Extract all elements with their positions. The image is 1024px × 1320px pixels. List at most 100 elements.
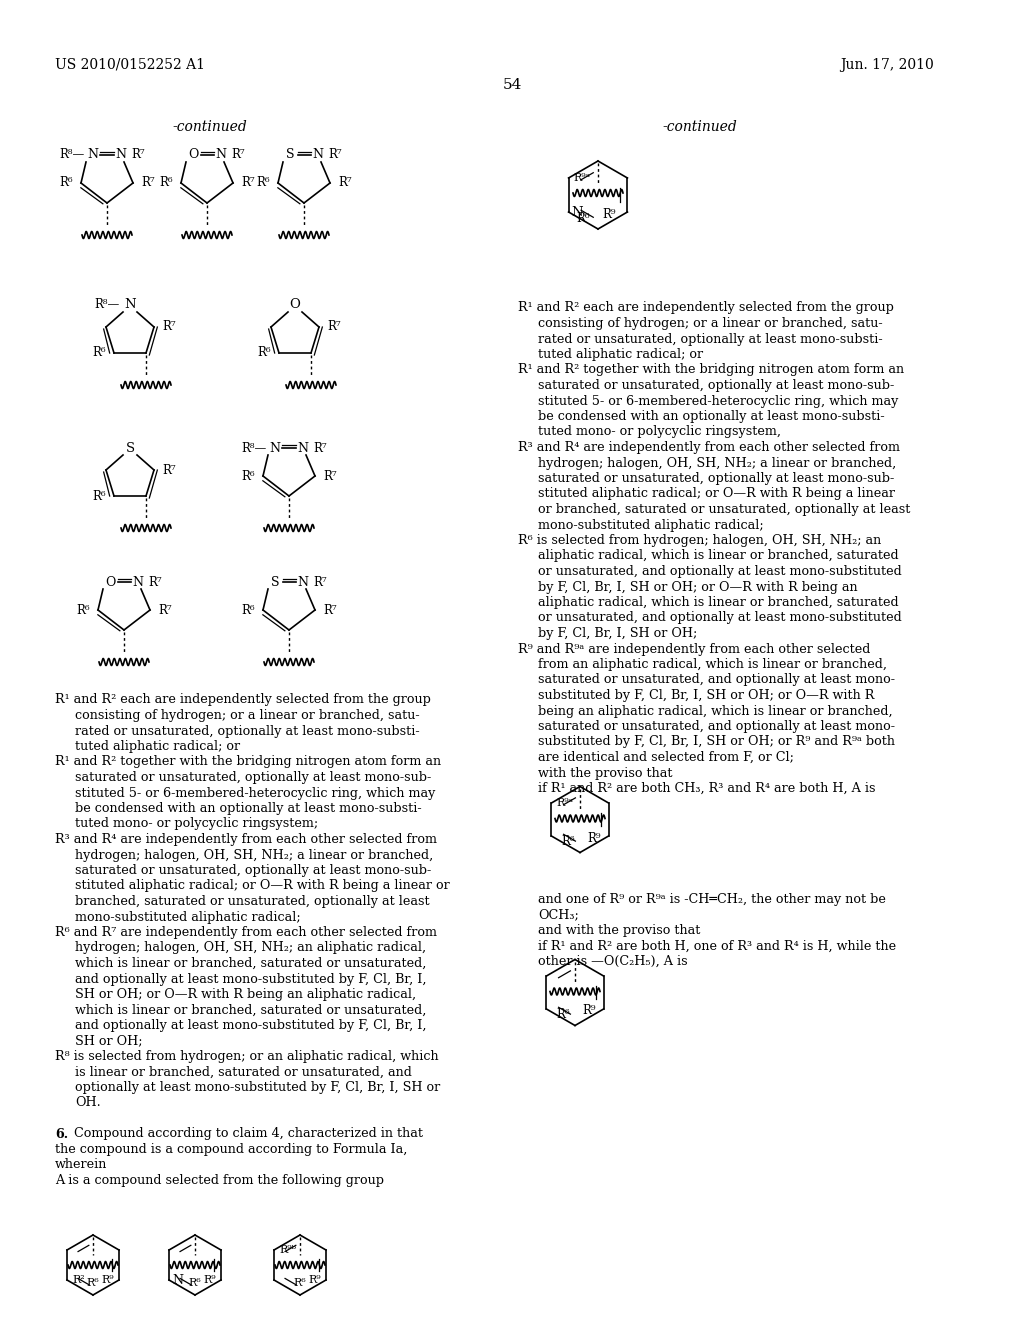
- Text: N: N: [132, 576, 143, 589]
- Text: or unsaturated, and optionally at least mono-substituted: or unsaturated, and optionally at least …: [538, 565, 902, 578]
- Text: S: S: [125, 441, 134, 454]
- Text: R⁶: R⁶: [256, 177, 270, 190]
- Text: R⁷: R⁷: [338, 177, 351, 190]
- Text: and one of R⁹ or R⁹ᵃ is -CH═CH₂, the other may not be: and one of R⁹ or R⁹ᵃ is -CH═CH₂, the oth…: [538, 894, 886, 906]
- Text: R²: R²: [72, 1275, 85, 1284]
- Text: Jun. 17, 2010: Jun. 17, 2010: [840, 58, 934, 73]
- Text: R⁷: R⁷: [148, 576, 162, 589]
- Text: and optionally at least mono-substituted by F, Cl, Br, I,: and optionally at least mono-substituted…: [75, 1019, 427, 1032]
- Text: by F, Cl, Br, I, SH or OH;: by F, Cl, Br, I, SH or OH;: [538, 627, 697, 640]
- Text: stituted aliphatic radical; or O—R with R being a linear: stituted aliphatic radical; or O—R with …: [538, 487, 895, 500]
- Text: be condensed with an optionally at least mono-substi-: be condensed with an optionally at least…: [538, 411, 885, 422]
- Text: O: O: [104, 576, 115, 589]
- Text: R⁶ is selected from hydrogen; halogen, OH, SH, NH₂; an: R⁶ is selected from hydrogen; halogen, O…: [518, 535, 882, 546]
- Text: R⁶: R⁶: [92, 346, 106, 359]
- Text: mono-substituted aliphatic radical;: mono-substituted aliphatic radical;: [538, 519, 764, 532]
- Text: mono-substituted aliphatic radical;: mono-substituted aliphatic radical;: [75, 911, 301, 924]
- Text: O: O: [290, 298, 300, 312]
- Text: R⁷: R⁷: [141, 177, 155, 190]
- Text: R⁷: R⁷: [158, 603, 172, 616]
- Text: R⁷: R⁷: [323, 603, 337, 616]
- Text: the compound is a compound according to Formula Ia,: the compound is a compound according to …: [55, 1143, 408, 1156]
- Text: N: N: [124, 298, 136, 312]
- Text: R⁹: R⁹: [587, 832, 601, 845]
- Text: wherein: wherein: [55, 1159, 108, 1172]
- Text: saturated or unsaturated, optionally at least mono-sub-: saturated or unsaturated, optionally at …: [75, 865, 431, 876]
- Text: consisting of hydrogen; or a linear or branched, satu-: consisting of hydrogen; or a linear or b…: [538, 317, 883, 330]
- Text: R¹ and R² each are independently selected from the group: R¹ and R² each are independently selecte…: [518, 301, 894, 314]
- Text: if R¹ and R² are both H, one of R³ and R⁴ is H, while the: if R¹ and R² are both H, one of R³ and R…: [538, 940, 896, 953]
- Text: R⁷: R⁷: [162, 321, 176, 334]
- Text: hydrogen; halogen, OH, SH, NH₂; a linear or branched,: hydrogen; halogen, OH, SH, NH₂; a linear…: [538, 457, 896, 470]
- Text: which is linear or branched, saturated or unsaturated,: which is linear or branched, saturated o…: [75, 957, 426, 970]
- Text: tuted mono- or polycyclic ringsystem;: tuted mono- or polycyclic ringsystem;: [75, 817, 318, 830]
- Text: stituted 5- or 6-membered-heterocyclic ring, which may: stituted 5- or 6-membered-heterocyclic r…: [75, 787, 435, 800]
- Text: N: N: [215, 149, 226, 161]
- Text: other is —O(C₂H₅), A is: other is —O(C₂H₅), A is: [538, 954, 688, 968]
- Text: A is a compound selected from the following group: A is a compound selected from the follow…: [55, 1173, 384, 1187]
- Text: N: N: [571, 206, 584, 219]
- Text: R⁹ᵇ: R⁹ᵇ: [279, 1245, 296, 1255]
- Text: R⁶: R⁶: [556, 1008, 570, 1020]
- Text: SH or OH;: SH or OH;: [75, 1035, 142, 1048]
- Text: 54: 54: [503, 78, 521, 92]
- Text: rated or unsaturated, optionally at least mono-substi-: rated or unsaturated, optionally at leas…: [538, 333, 883, 346]
- Text: S: S: [270, 576, 280, 589]
- Text: R⁶: R⁶: [242, 603, 255, 616]
- Text: substituted by F, Cl, Br, I, SH or OH; or O—R with R: substituted by F, Cl, Br, I, SH or OH; o…: [538, 689, 874, 702]
- Text: R⁶: R⁶: [77, 603, 90, 616]
- Text: R⁶: R⁶: [257, 346, 271, 359]
- Text: R¹ and R² each are independently selected from the group: R¹ and R² each are independently selecte…: [55, 693, 431, 706]
- Text: R⁷: R⁷: [328, 149, 342, 161]
- Text: R³ and R⁴ are independently from each other selected from: R³ and R⁴ are independently from each ot…: [518, 441, 900, 454]
- Text: R⁶: R⁶: [188, 1278, 202, 1288]
- Text: saturated or unsaturated, optionally at least mono-sub-: saturated or unsaturated, optionally at …: [75, 771, 431, 784]
- Text: R⁹: R⁹: [582, 1005, 596, 1018]
- Text: R⁶: R⁶: [561, 836, 575, 847]
- Text: Compound according to claim 4, characterized in that: Compound according to claim 4, character…: [70, 1127, 423, 1140]
- Text: SH or OH; or O—R with R being an aliphatic radical,: SH or OH; or O—R with R being an aliphat…: [75, 987, 416, 1001]
- Text: N: N: [269, 441, 281, 454]
- Text: tuted aliphatic radical; or: tuted aliphatic radical; or: [538, 348, 703, 360]
- Text: R⁹ and R⁹ᵃ are independently from each other selected: R⁹ and R⁹ᵃ are independently from each o…: [518, 643, 870, 656]
- Text: hydrogen; halogen, OH, SH, NH₂; a linear or branched,: hydrogen; halogen, OH, SH, NH₂; a linear…: [75, 849, 433, 862]
- Text: R⁹: R⁹: [602, 207, 615, 220]
- Text: R⁸ is selected from hydrogen; or an aliphatic radical, which: R⁸ is selected from hydrogen; or an alip…: [55, 1049, 438, 1063]
- Text: by F, Cl, Br, I, SH or OH; or O—R with R being an: by F, Cl, Br, I, SH or OH; or O—R with R…: [538, 581, 858, 594]
- Text: R⁹: R⁹: [308, 1275, 321, 1284]
- Text: N: N: [116, 149, 127, 161]
- Text: R⁶: R⁶: [160, 177, 173, 190]
- Text: R⁷: R⁷: [241, 177, 255, 190]
- Text: if R¹ and R² are both CH₃, R³ and R⁴ are both H, A is: if R¹ and R² are both CH₃, R³ and R⁴ are…: [538, 781, 876, 795]
- Text: aliphatic radical, which is linear or branched, saturated: aliphatic radical, which is linear or br…: [538, 597, 899, 609]
- Text: branched, saturated or unsaturated, optionally at least: branched, saturated or unsaturated, opti…: [75, 895, 430, 908]
- Text: R⁷: R⁷: [231, 149, 245, 161]
- Text: N: N: [298, 576, 308, 589]
- Text: substituted by F, Cl, Br, I, SH or OH; or R⁹ and R⁹ᵃ both: substituted by F, Cl, Br, I, SH or OH; o…: [538, 735, 895, 748]
- Text: O: O: [187, 149, 199, 161]
- Text: or branched, saturated or unsaturated, optionally at least: or branched, saturated or unsaturated, o…: [538, 503, 910, 516]
- Text: or unsaturated, and optionally at least mono-substituted: or unsaturated, and optionally at least …: [538, 611, 902, 624]
- Text: tuted mono- or polycyclic ringsystem,: tuted mono- or polycyclic ringsystem,: [538, 425, 781, 438]
- Text: R⁶: R⁶: [577, 213, 590, 226]
- Text: R⁶ and R⁷ are independently from each other selected from: R⁶ and R⁷ are independently from each ot…: [55, 927, 437, 939]
- Text: saturated or unsaturated, optionally at least mono-sub-: saturated or unsaturated, optionally at …: [538, 473, 894, 484]
- Text: tuted aliphatic radical; or: tuted aliphatic radical; or: [75, 741, 240, 752]
- Text: R⁶: R⁶: [92, 490, 106, 503]
- Text: R⁸—: R⁸—: [59, 149, 85, 161]
- Text: consisting of hydrogen; or a linear or branched, satu-: consisting of hydrogen; or a linear or b…: [75, 709, 420, 722]
- Text: saturated or unsaturated, optionally at least mono-sub-: saturated or unsaturated, optionally at …: [538, 379, 894, 392]
- Text: stituted 5- or 6-membered-heterocyclic ring, which may: stituted 5- or 6-membered-heterocyclic r…: [538, 395, 898, 408]
- Text: OH.: OH.: [75, 1097, 100, 1110]
- Text: R⁷: R⁷: [327, 321, 341, 334]
- Text: OCH₃;: OCH₃;: [538, 908, 579, 921]
- Text: R³ and R⁴ are independently from each other selected from: R³ and R⁴ are independently from each ot…: [55, 833, 437, 846]
- Text: R⁷: R⁷: [313, 441, 327, 454]
- Text: R⁶: R⁶: [242, 470, 255, 483]
- Text: R⁶: R⁶: [87, 1278, 99, 1288]
- Text: -continued: -continued: [173, 120, 248, 135]
- Text: from an aliphatic radical, which is linear or branched,: from an aliphatic radical, which is line…: [538, 657, 887, 671]
- Text: hydrogen; halogen, OH, SH, NH₂; an aliphatic radical,: hydrogen; halogen, OH, SH, NH₂; an aliph…: [75, 941, 426, 954]
- Text: R⁶: R⁶: [294, 1278, 306, 1288]
- Text: R⁷: R⁷: [313, 576, 327, 589]
